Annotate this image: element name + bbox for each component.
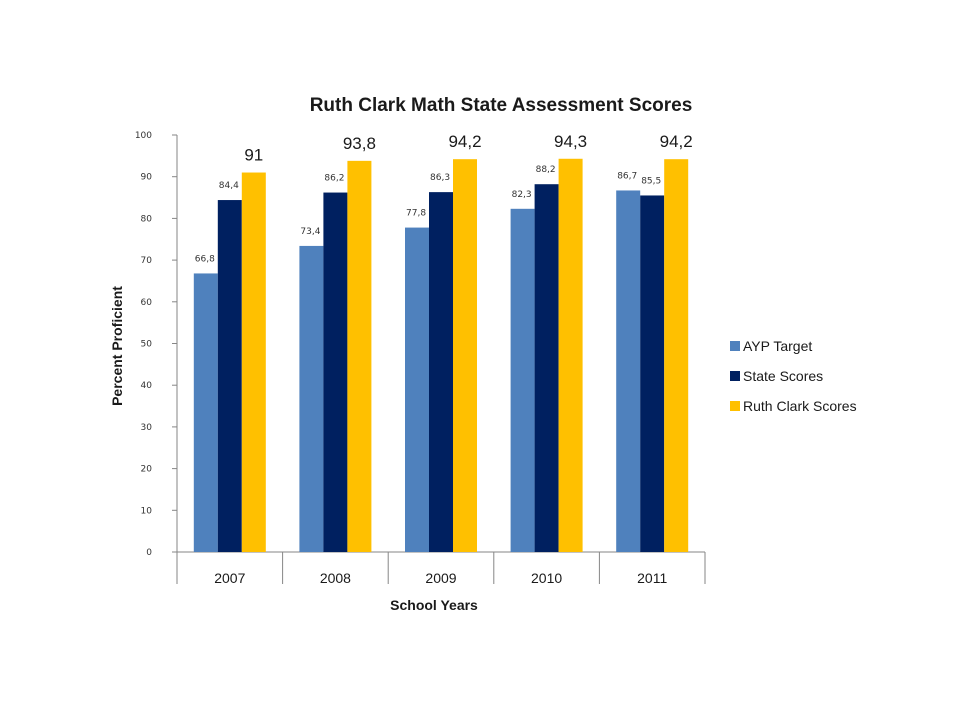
data-label: 94,2	[660, 132, 693, 151]
y-axis-title: Percent Proficient	[109, 286, 125, 406]
chart-title: Ruth Clark Math State Assessment Scores	[310, 95, 693, 116]
x-tick-label: 2010	[531, 570, 562, 586]
y-tick-label: 50	[141, 340, 153, 350]
y-tick-label: 30	[141, 423, 153, 433]
bar	[217, 200, 242, 552]
x-tick-label: 2009	[425, 570, 456, 586]
bar	[299, 245, 324, 552]
y-tick-label: 90	[141, 173, 153, 183]
bar	[429, 192, 453, 552]
data-label: 85,5	[641, 176, 661, 186]
data-label: 93,8	[343, 134, 376, 153]
legend-label: Ruth Clark Scores	[743, 398, 857, 414]
data-label: 84,4	[219, 181, 239, 191]
legend-swatch	[730, 401, 740, 411]
x-axis-title: School Years	[390, 597, 478, 613]
legend-swatch	[730, 341, 740, 351]
bar	[558, 158, 583, 553]
bar	[534, 184, 559, 552]
legend: AYP Target State Scores Ruth Clark Scores	[730, 338, 857, 414]
y-tick-label: 0	[146, 548, 152, 558]
data-label: 86,2	[324, 174, 344, 184]
data-label: 91	[244, 146, 263, 165]
legend-label: State Scores	[743, 368, 823, 384]
bar	[347, 160, 372, 552]
x-tick-label: 2007	[214, 570, 245, 586]
bar	[453, 159, 477, 552]
bar	[664, 159, 689, 552]
data-label: 86,7	[617, 171, 637, 181]
data-label: 66,8	[195, 254, 215, 264]
data-label: 73,4	[300, 227, 320, 237]
y-tick-label: 60	[141, 298, 153, 308]
bar	[405, 227, 429, 552]
y-tick-label: 10	[141, 506, 153, 516]
legend-label: AYP Target	[743, 338, 812, 354]
bar	[510, 208, 535, 552]
y-tick-label: 80	[141, 214, 153, 224]
data-label: 94,2	[448, 132, 481, 151]
data-label: 94,3	[554, 132, 587, 151]
data-label: 88,2	[536, 165, 556, 175]
y-tick-label: 70	[141, 256, 153, 266]
data-label: 77,8	[406, 209, 426, 219]
y-tick-label: 100	[135, 131, 152, 141]
bar	[640, 195, 665, 552]
x-tick-label: 2008	[320, 570, 351, 586]
y-tick-label: 40	[141, 381, 153, 391]
bar	[241, 172, 266, 552]
bar	[323, 192, 348, 552]
data-label: 86,3	[430, 173, 450, 183]
plot-area: 0 10 20 30 40 50 60 70 80 90 100 2007 66,8 84,4 91 2008…	[135, 131, 706, 586]
bar	[616, 190, 641, 552]
bar	[193, 273, 218, 552]
legend-swatch	[730, 371, 740, 381]
x-tick-label: 2011	[637, 570, 667, 586]
data-label: 82,3	[512, 190, 532, 200]
y-tick-label: 20	[141, 465, 153, 475]
